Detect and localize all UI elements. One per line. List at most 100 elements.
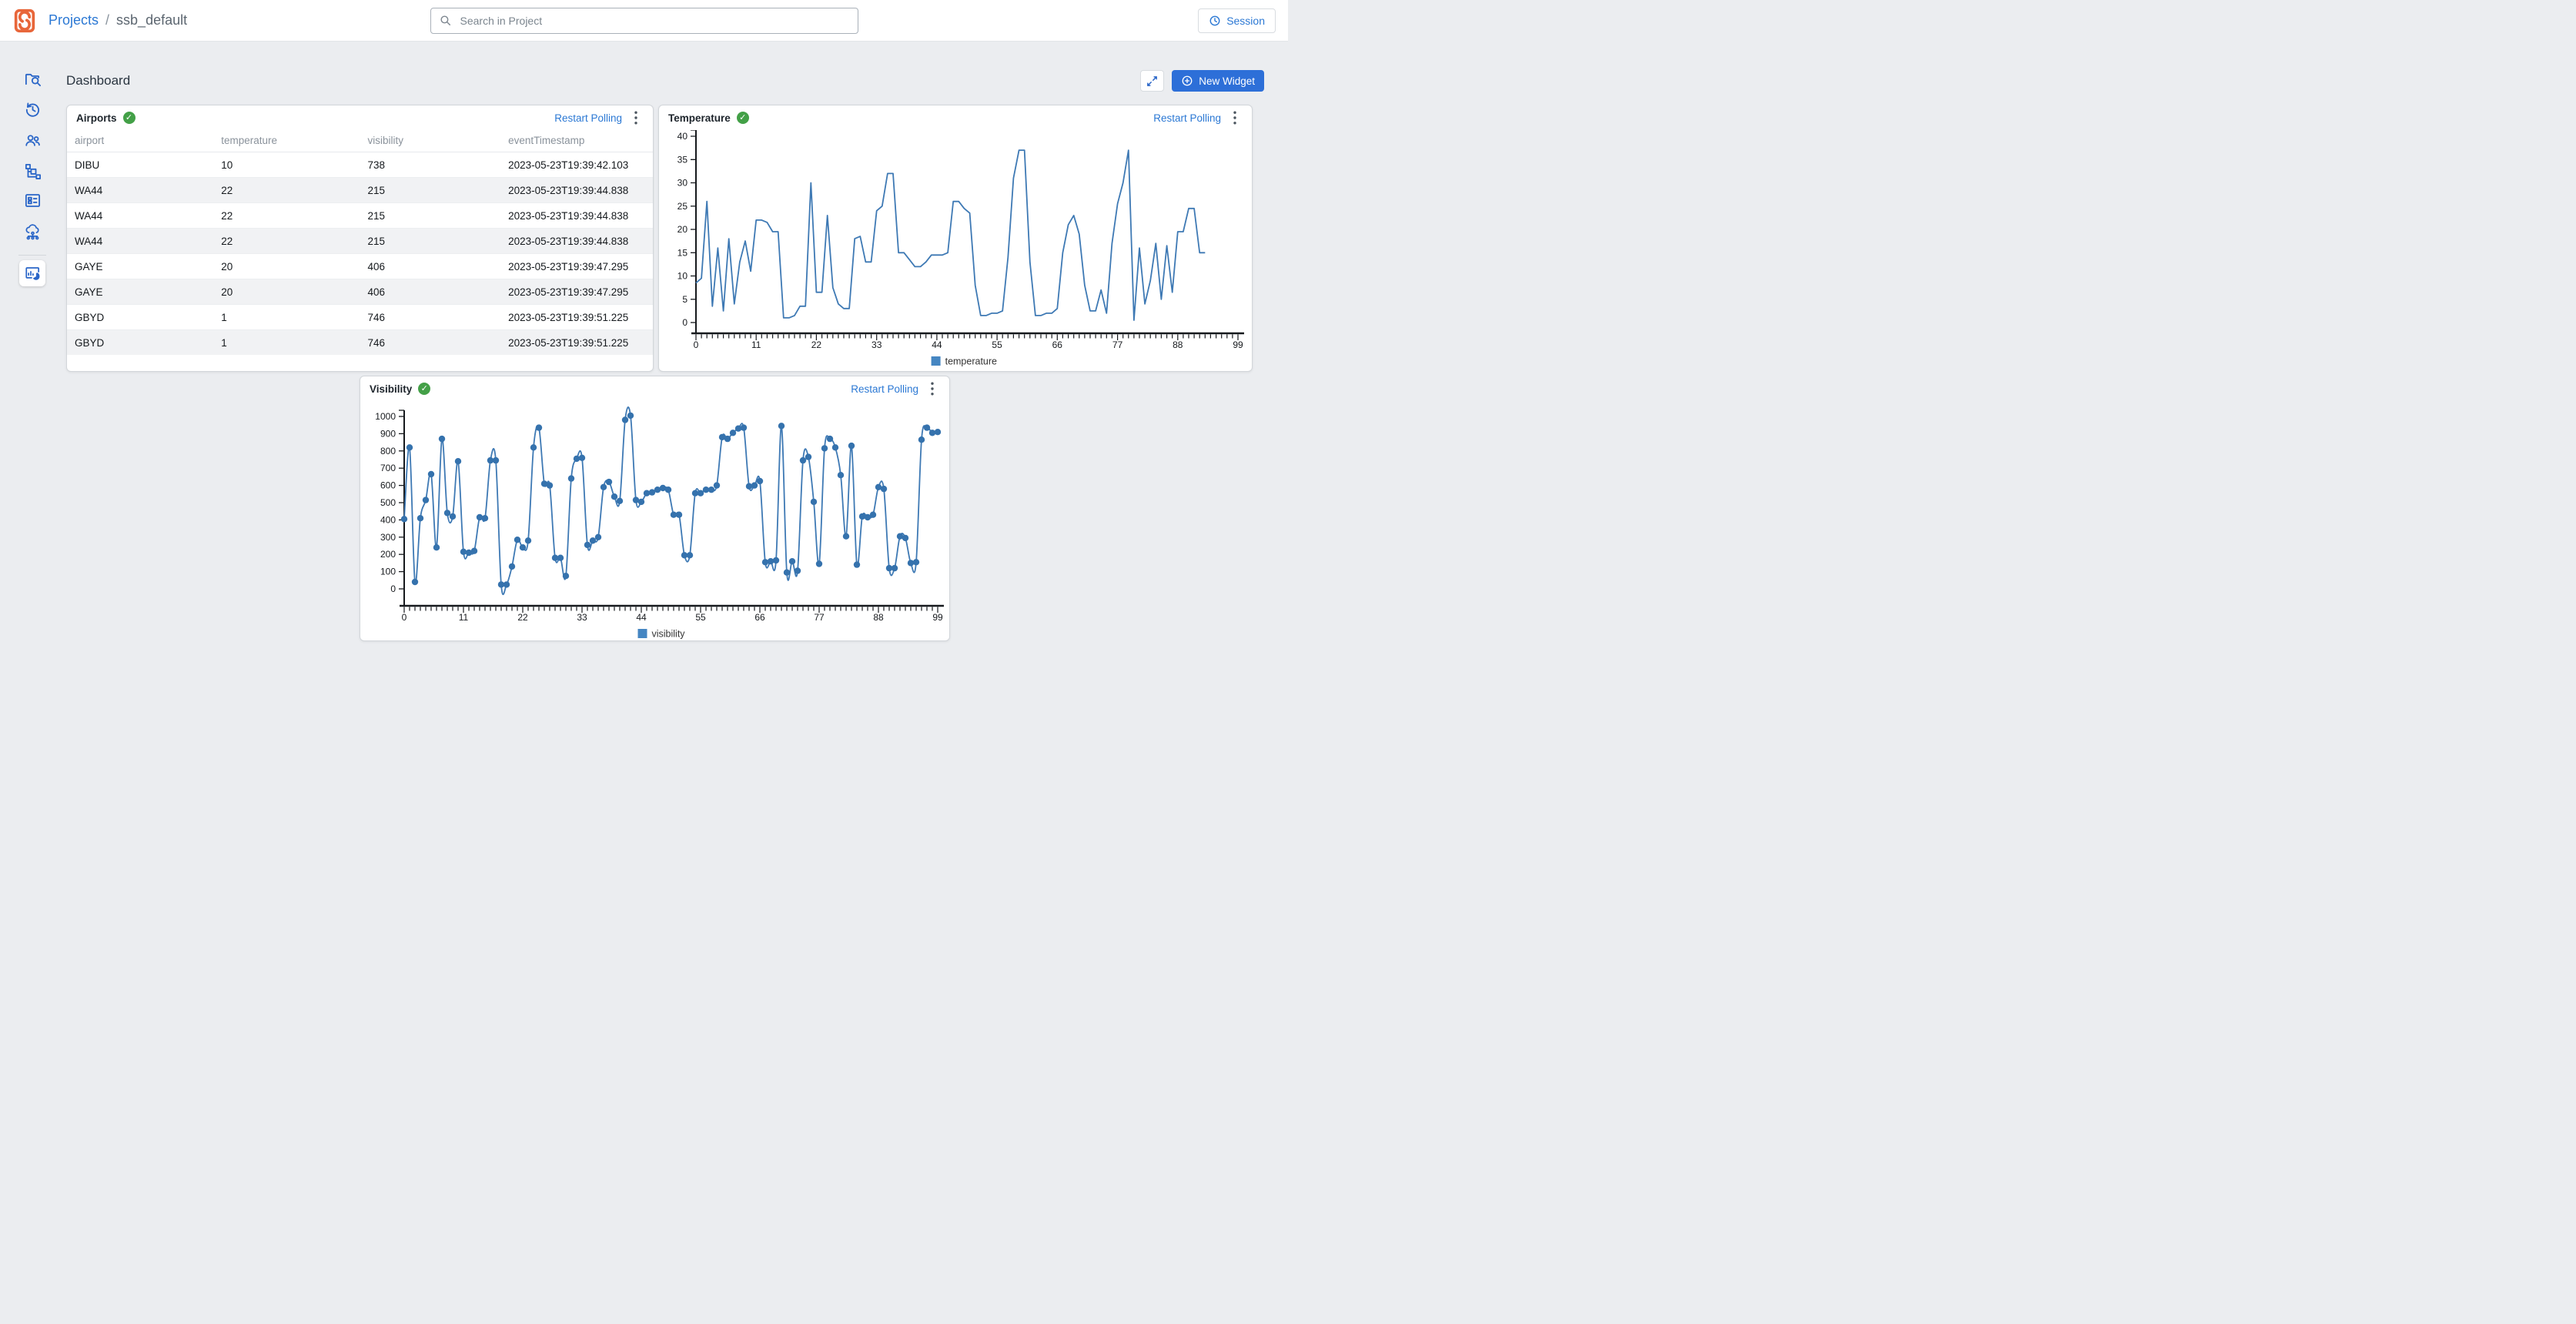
flow-tree-icon — [24, 162, 42, 180]
svg-text:40: 40 — [677, 131, 688, 142]
svg-text:88: 88 — [1173, 339, 1183, 350]
new-widget-button[interactable]: New Widget — [1172, 70, 1264, 92]
table-cell: 738 — [360, 152, 501, 178]
sidebar-item-editor[interactable] — [19, 187, 45, 213]
table-cell: 22 — [213, 229, 360, 254]
form-editor-icon — [24, 192, 42, 209]
status-ok-icon: ✓ — [123, 112, 135, 124]
sidebar-item-users[interactable] — [19, 127, 45, 153]
table-cell: 746 — [360, 330, 501, 356]
table-cell: 2023-05-23T19:39:47.295 — [500, 279, 653, 305]
svg-text:0: 0 — [694, 339, 699, 350]
session-label: Session — [1226, 15, 1265, 27]
widget-title: Visibility — [370, 383, 412, 395]
table-row: WA44222152023-05-23T19:39:44.838 — [67, 203, 653, 229]
clock-icon — [1209, 15, 1221, 27]
sidebar — [0, 42, 65, 662]
table-row: GBYD17462023-05-23T19:39:51.225 — [67, 330, 653, 356]
svg-text:700: 700 — [380, 463, 396, 473]
chart-legend[interactable]: temperature — [932, 356, 997, 367]
widget-menu-kebab-icon[interactable] — [925, 381, 940, 396]
restart-polling-link[interactable]: Restart Polling — [851, 383, 918, 395]
breadcrumb-separator: / — [105, 12, 109, 28]
svg-text:100: 100 — [380, 567, 396, 577]
table-cell: 2023-05-23T19:39:44.838 — [500, 229, 653, 254]
breadcrumb-projects-link[interactable]: Projects — [49, 12, 99, 28]
svg-text:44: 44 — [636, 612, 647, 623]
table-cell: GAYE — [67, 279, 213, 305]
table-cell: GBYD — [67, 305, 213, 330]
session-button[interactable]: Session — [1198, 8, 1276, 33]
restart-polling-link[interactable]: Restart Polling — [1153, 112, 1221, 124]
svg-text:300: 300 — [380, 532, 396, 543]
table-cell: 2023-05-23T19:39:51.225 — [500, 330, 653, 356]
svg-text:55: 55 — [695, 612, 706, 623]
sidebar-item-monitoring[interactable] — [19, 260, 45, 286]
new-widget-label: New Widget — [1199, 75, 1255, 87]
cloud-cluster-icon — [24, 223, 42, 241]
svg-text:66: 66 — [754, 612, 765, 623]
plus-circle-icon — [1181, 75, 1193, 87]
app: Projects / ssb_default Session — [0, 0, 1288, 662]
svg-text:35: 35 — [677, 154, 688, 165]
widget-menu-kebab-icon[interactable] — [1227, 110, 1243, 125]
table-cell: 215 — [360, 178, 501, 203]
svg-text:5: 5 — [682, 294, 687, 305]
table-cell: 406 — [360, 279, 501, 305]
table-row: GAYE204062023-05-23T19:39:47.295 — [67, 279, 653, 305]
chart-legend[interactable]: visibility — [638, 629, 686, 640]
sidebar-item-data-sources[interactable] — [19, 219, 45, 245]
breadcrumb: Projects / ssb_default — [49, 12, 187, 28]
svg-text:11: 11 — [751, 339, 761, 350]
widget-title: Airports — [76, 112, 117, 124]
table-cell: 2023-05-23T19:39:47.295 — [500, 254, 653, 279]
table-cell: GAYE — [67, 254, 213, 279]
svg-text:25: 25 — [677, 201, 688, 212]
table-row: GAYE204062023-05-23T19:39:47.295 — [67, 254, 653, 279]
column-header: temperature — [213, 130, 360, 152]
sidebar-item-jobs[interactable] — [19, 158, 45, 184]
table-cell: WA44 — [67, 178, 213, 203]
search-icon — [439, 14, 452, 27]
airports-widget: Airports ✓ Restart Polling airporttemper… — [66, 105, 654, 372]
temperature-chart: 05101520253035400112233445566778899tempe… — [659, 130, 1252, 372]
column-header: eventTimestamp — [500, 130, 653, 152]
table-cell: 2023-05-23T19:39:44.838 — [500, 203, 653, 229]
sidebar-item-history[interactable] — [19, 96, 45, 122]
svg-text:0: 0 — [390, 583, 396, 594]
svg-text:500: 500 — [380, 497, 396, 508]
svg-text:0: 0 — [682, 317, 687, 328]
widget-menu-kebab-icon[interactable] — [628, 110, 644, 125]
widget-title: Temperature — [668, 112, 731, 124]
svg-text:visibility: visibility — [652, 629, 686, 640]
svg-text:600: 600 — [380, 480, 396, 491]
table-cell: 1 — [213, 305, 360, 330]
table-cell: 746 — [360, 305, 501, 330]
app-logo-icon[interactable] — [12, 8, 38, 34]
airports-table-head-row: airporttemperaturevisibilityeventTimesta… — [67, 130, 653, 152]
svg-text:temperature: temperature — [945, 356, 997, 367]
table-cell: 20 — [213, 254, 360, 279]
airports-widget-header: Airports ✓ Restart Polling — [67, 105, 653, 130]
table-cell: 215 — [360, 229, 501, 254]
expand-arrows-icon — [1146, 75, 1159, 88]
svg-text:10: 10 — [677, 271, 688, 282]
table-cell: 22 — [213, 203, 360, 229]
svg-text:900: 900 — [380, 428, 396, 439]
svg-text:11: 11 — [459, 612, 469, 623]
table-row: WA44222152023-05-23T19:39:44.838 — [67, 178, 653, 203]
expand-button[interactable] — [1140, 70, 1164, 92]
table-cell: DIBU — [67, 152, 213, 178]
app-header: Projects / ssb_default Session — [0, 0, 1288, 42]
monitoring-chart-icon — [24, 265, 42, 283]
table-cell: 215 — [360, 203, 501, 229]
page-title: Dashboard — [66, 73, 130, 89]
dashboard-header: Dashboard New Widget — [66, 69, 1264, 92]
sidebar-item-explorer[interactable] — [19, 66, 45, 92]
restart-polling-link[interactable]: Restart Polling — [554, 112, 622, 124]
svg-text:99: 99 — [1233, 339, 1243, 350]
table-cell: 2023-05-23T19:39:51.225 — [500, 305, 653, 330]
search-input[interactable] — [459, 14, 850, 28]
svg-text:200: 200 — [380, 549, 396, 560]
svg-text:15: 15 — [677, 247, 688, 258]
